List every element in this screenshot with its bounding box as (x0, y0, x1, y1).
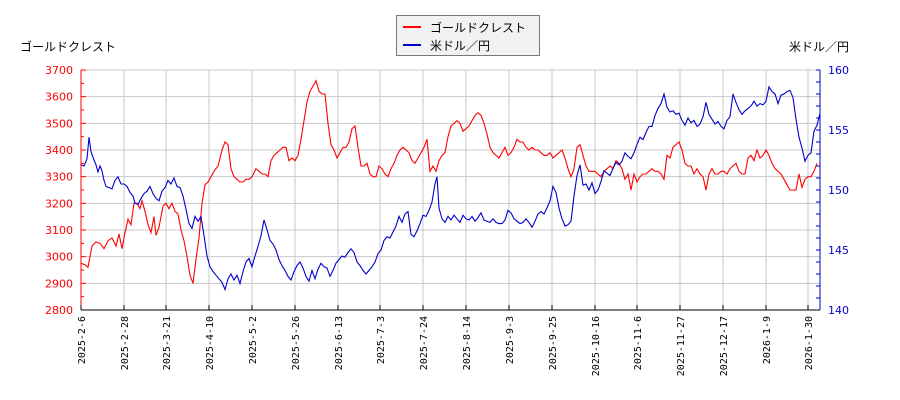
svg-text:2025-7-24: 2025-7-24 (419, 316, 430, 370)
series-layer (80, 79, 821, 292)
legend-swatch-blue (403, 44, 421, 46)
svg-text:2025-2-6: 2025-2-6 (77, 316, 88, 364)
svg-text:140: 140 (828, 304, 849, 317)
svg-text:3400: 3400 (45, 144, 73, 157)
svg-text:2025-3-21: 2025-3-21 (162, 316, 173, 370)
legend-label: 米ドル／円 (430, 38, 491, 53)
legend-label: ゴールドクレスト (430, 20, 527, 35)
svg-text:2800: 2800 (45, 304, 73, 317)
svg-text:3600: 3600 (45, 91, 73, 104)
right-axis-title: 米ドル／円 (789, 40, 850, 54)
series-line (80, 79, 818, 284)
svg-text:2025-5-26: 2025-5-26 (291, 316, 302, 370)
left-axis-title: ゴールドクレスト (20, 40, 117, 54)
svg-text:2025-12-17: 2025-12-17 (719, 316, 730, 376)
svg-text:2025-2-28: 2025-2-28 (120, 316, 131, 370)
svg-text:150: 150 (828, 184, 849, 197)
svg-text:160: 160 (828, 64, 849, 77)
grid-lines (81, 69, 820, 310)
legend-item-goldcrest: ゴールドクレスト (403, 18, 526, 36)
legend-item-usdjpy: 米ドル／円 (403, 36, 490, 54)
svg-text:3200: 3200 (45, 197, 73, 210)
svg-text:155: 155 (828, 124, 849, 137)
svg-text:2900: 2900 (45, 277, 73, 290)
svg-text:2025-9-3: 2025-9-3 (505, 316, 516, 364)
svg-text:3500: 3500 (45, 117, 73, 130)
svg-text:2026-1-9: 2026-1-9 (762, 316, 773, 364)
svg-text:2025-4-10: 2025-4-10 (205, 316, 216, 370)
svg-text:2025-6-13: 2025-6-13 (334, 316, 345, 370)
svg-text:2025-5-2: 2025-5-2 (248, 316, 259, 364)
legend-swatch-red (403, 26, 421, 28)
svg-text:2025-7-3: 2025-7-3 (376, 316, 387, 364)
legend: ゴールドクレスト 米ドル／円 (396, 15, 540, 56)
series-line (80, 85, 821, 292)
axes: 2800 2900 3000 3100 3200 3300 3400 3500 3600 3700… (45, 64, 849, 376)
svg-text:2025-10-16: 2025-10-16 (591, 316, 602, 376)
svg-text:2025-11-27: 2025-11-27 (676, 316, 687, 376)
svg-text:2025-9-25: 2025-9-25 (548, 316, 559, 370)
svg-text:145: 145 (828, 244, 849, 257)
svg-text:2025-8-14: 2025-8-14 (462, 316, 473, 370)
svg-text:2026-1-30: 2026-1-30 (804, 316, 815, 370)
svg-text:3100: 3100 (45, 224, 73, 237)
svg-text:3300: 3300 (45, 171, 73, 184)
svg-text:3000: 3000 (45, 251, 73, 264)
svg-text:3700: 3700 (45, 64, 73, 77)
svg-text:2025-11-6: 2025-11-6 (633, 316, 644, 370)
